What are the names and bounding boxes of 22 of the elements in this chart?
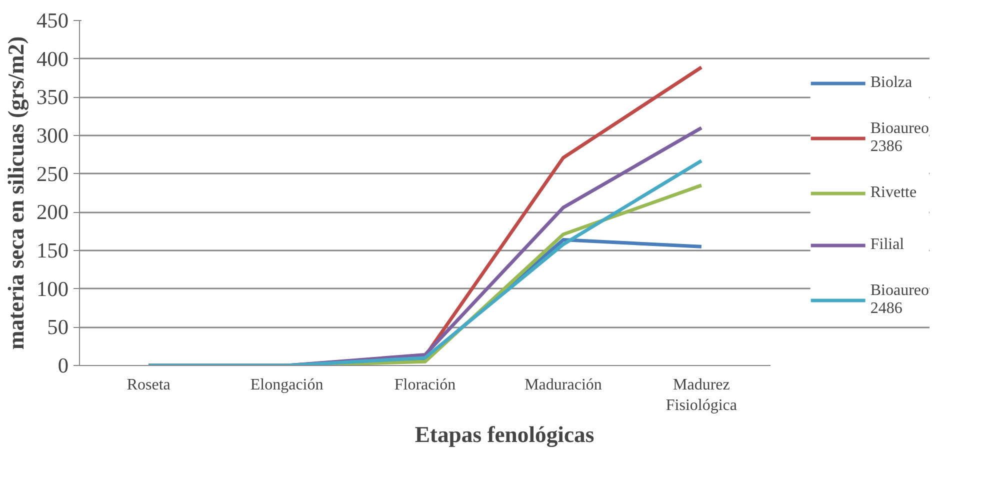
y-axis-title: materia seca en silicuas (grs/m2) (4, 36, 29, 350)
y-tick-label: 100 (36, 276, 69, 301)
x-axis-title: Etapas fenológicas (414, 422, 594, 447)
y-tick-label: 250 (36, 162, 69, 186)
legend-label: Rivette (870, 182, 917, 202)
y-tick-label: 200 (36, 200, 69, 224)
x-tick-label: Elongación (250, 376, 324, 394)
y-tick-label: 400 (36, 46, 69, 71)
legend-label: Bioaureo 2486 (870, 282, 929, 318)
y-tick-label: 350 (36, 85, 69, 110)
legend-label: Biolza (870, 72, 912, 92)
y-tick-label: 300 (36, 124, 69, 148)
x-tick-label: Roseta (126, 376, 170, 394)
y-tick-label: 50 (47, 315, 68, 340)
legend-label: Bioaureo 2386 (870, 120, 929, 156)
y-tick-label: 450 (36, 8, 69, 32)
x-tick-label: Maduración (524, 376, 602, 394)
legend-label: Filial (870, 234, 904, 254)
y-tick-label: 0 (58, 354, 69, 378)
y-tick-label: 150 (36, 238, 69, 262)
x-tick-label: Floración (394, 376, 456, 394)
x-tick-label: Madurez Fisiológica (666, 376, 738, 414)
